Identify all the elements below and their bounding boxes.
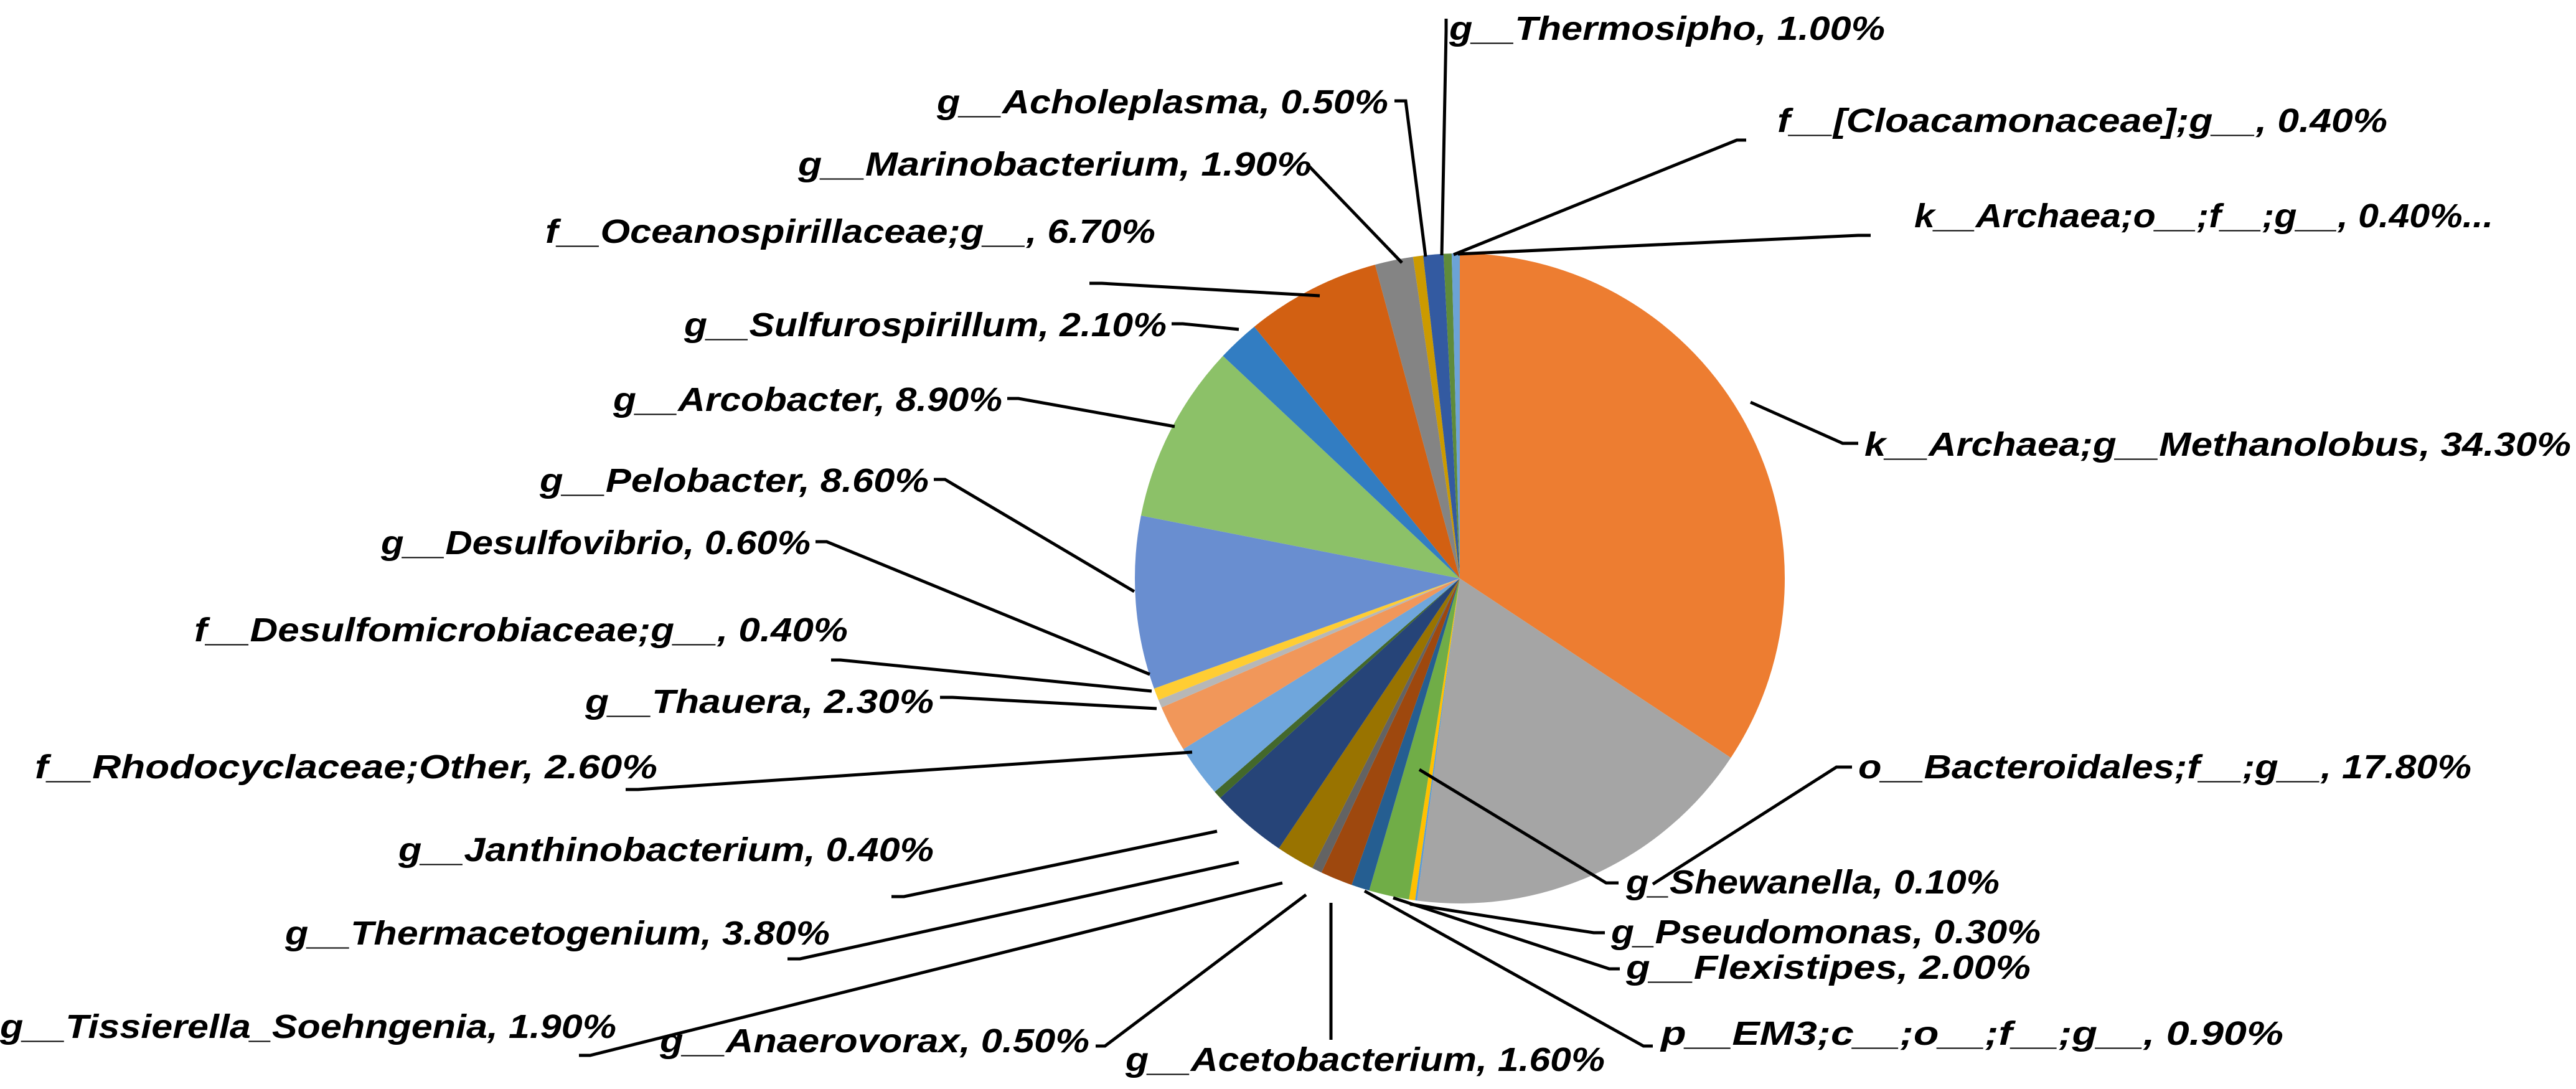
pie-slice-g-pelobacter	[1134, 515, 1460, 689]
pie-slice-g-thermacetogenium	[1220, 578, 1460, 849]
pie-slice-g-pseudomonas	[1409, 578, 1460, 901]
data-label-g-sulfurospirillum: g__Sulfurospirillum, 2.10%	[684, 306, 1167, 344]
leader-line	[940, 695, 1157, 710]
leader-line	[787, 860, 1239, 961]
pie-slice-g-thermosipho	[1423, 253, 1460, 578]
data-labels: k__Archaea;g__Methanolobus, 34.30% o__Bac…	[0, 10, 2571, 1078]
data-label-g-thauera: g__Thauera, 2.30%	[585, 683, 934, 720]
pie-slice-f-cloacamonaceae-g	[1443, 253, 1460, 578]
leader-line	[626, 750, 1193, 791]
pie-slice-g-sulfurospirillum	[1223, 326, 1460, 578]
pie-slice-f-oceanospirillaceae-g	[1254, 265, 1460, 578]
leader-line	[1393, 896, 1620, 971]
data-label-o-bacteroidales-f-g: o__Bacteroidales;f__;g__, 17.80%	[1858, 748, 2471, 786]
data-label-f-desulfomicrobiaceae-g: f__Desulfomicrobiaceae;g__, 0.40%	[194, 611, 848, 649]
leader-line	[891, 829, 1218, 898]
pie-slice-k-archaea-g-methanolobus	[1460, 253, 1785, 758]
leader-line	[579, 881, 1283, 1057]
pie-slice-o-bacteroidales-f-g	[1417, 578, 1731, 903]
data-label-k-archaea-g-methanolobus: k__Archaea;g__Methanolobus, 34.30%	[1864, 426, 2571, 463]
leader-line	[1306, 163, 1403, 264]
data-label-g-thermacetogenium: g__Thermacetogenium, 3.80%	[284, 915, 830, 952]
pie-slice-g-thauera	[1161, 578, 1460, 750]
leader-line	[1440, 19, 1448, 256]
data-label-k-archaea-o-f-g: k__Archaea;o__;f__;g__, 0.40%...	[1914, 197, 2493, 235]
data-label-g-flexistipes: g__Flexistipes, 2.00%	[1625, 949, 2031, 986]
pie-slice-g-marinobacterium	[1375, 257, 1460, 578]
pie-slice-p-em3-c-o-f-g	[1351, 578, 1460, 891]
leader-line	[1453, 138, 1746, 257]
pie-slice-g-tissierella-soehngenia	[1279, 578, 1460, 869]
pie-slice-g-arcobacter	[1140, 356, 1460, 578]
data-label-g-anaerovorax: g__Anaerovorax, 0.50%	[659, 1022, 1089, 1060]
pie-slice-g-janthinobacterium	[1215, 578, 1460, 798]
leader-line	[1418, 768, 1619, 885]
leader-line	[1394, 99, 1427, 257]
leader-lines	[579, 19, 1871, 1057]
data-label-f-oceanospirillaceae-g: f__Oceanospirillaceae;g__, 6.70%	[545, 213, 1155, 250]
data-label-g-desulfovibrio: g__Desulfovibrio, 0.60%	[380, 524, 811, 562]
data-label-g-acholeplasma: g__Acholeplasma, 0.50%	[936, 83, 1388, 121]
pie-slice-g-acetobacterium	[1321, 578, 1460, 885]
pie-slice-f-rhodocyclaceae-other	[1183, 578, 1460, 792]
leader-line	[816, 540, 1150, 676]
data-label-f-cloacamonaceae-g: f__[Cloacamonaceae];g__, 0.40%	[1777, 102, 2387, 139]
pie-slices	[1134, 253, 1785, 903]
data-label-g-shewanella: g_Shewanella, 0.10%	[1625, 864, 2000, 901]
data-label-g-tissierella-soehngenia: g__Tissierella_Soehngenia, 1.90%	[0, 1008, 616, 1045]
leader-line	[1749, 400, 1858, 445]
leader-line	[934, 478, 1135, 593]
leader-line	[1089, 281, 1320, 298]
pie-slice-g-shewanella	[1415, 578, 1460, 901]
data-label-p-em3-c-o-f-g: p__EM3;c__;o__;f__;g__, 0.90%	[1660, 1015, 2283, 1052]
data-label-g-janthinobacterium: g__Janthinobacterium, 0.40%	[398, 831, 934, 869]
pie-slice-g-desulfovibrio	[1154, 578, 1460, 700]
leader-line	[1363, 889, 1653, 1048]
leader-line	[1652, 765, 1852, 886]
data-label-f-rhodocyclaceae-other: f__Rhodocyclaceae;Other, 2.60%	[35, 748, 657, 786]
pie-slice-k-archaea-o-f-g	[1451, 253, 1460, 578]
leader-line	[1096, 893, 1307, 1048]
data-label-g-thermosipho: g__Thermosipho, 1.00%	[1449, 10, 1885, 47]
data-label-g-marinobacterium: g__Marinobacterium, 1.90%	[797, 146, 1312, 183]
pie-slice-g-acholeplasma	[1413, 255, 1460, 578]
data-label-g-pseudomonas: g_Pseudomonas, 0.30%	[1610, 913, 2041, 951]
data-label-g-pelobacter: g__Pelobacter, 8.60%	[539, 462, 929, 499]
pie-slice-f-desulfomicrobiaceae-g	[1158, 578, 1460, 708]
leader-line	[1457, 233, 1871, 256]
pie-slice-g-anaerovorax	[1312, 578, 1460, 873]
data-label-g-acetobacterium: g__Acetobacterium, 1.60%	[1125, 1041, 1605, 1078]
leader-line	[831, 658, 1152, 693]
pie-slice-g-flexistipes	[1369, 578, 1460, 900]
data-label-g-arcobacter: g__Arcobacter, 8.90%	[613, 381, 1002, 418]
leader-line	[1007, 397, 1175, 428]
leader-line	[1172, 322, 1239, 331]
leader-line	[1409, 902, 1605, 935]
